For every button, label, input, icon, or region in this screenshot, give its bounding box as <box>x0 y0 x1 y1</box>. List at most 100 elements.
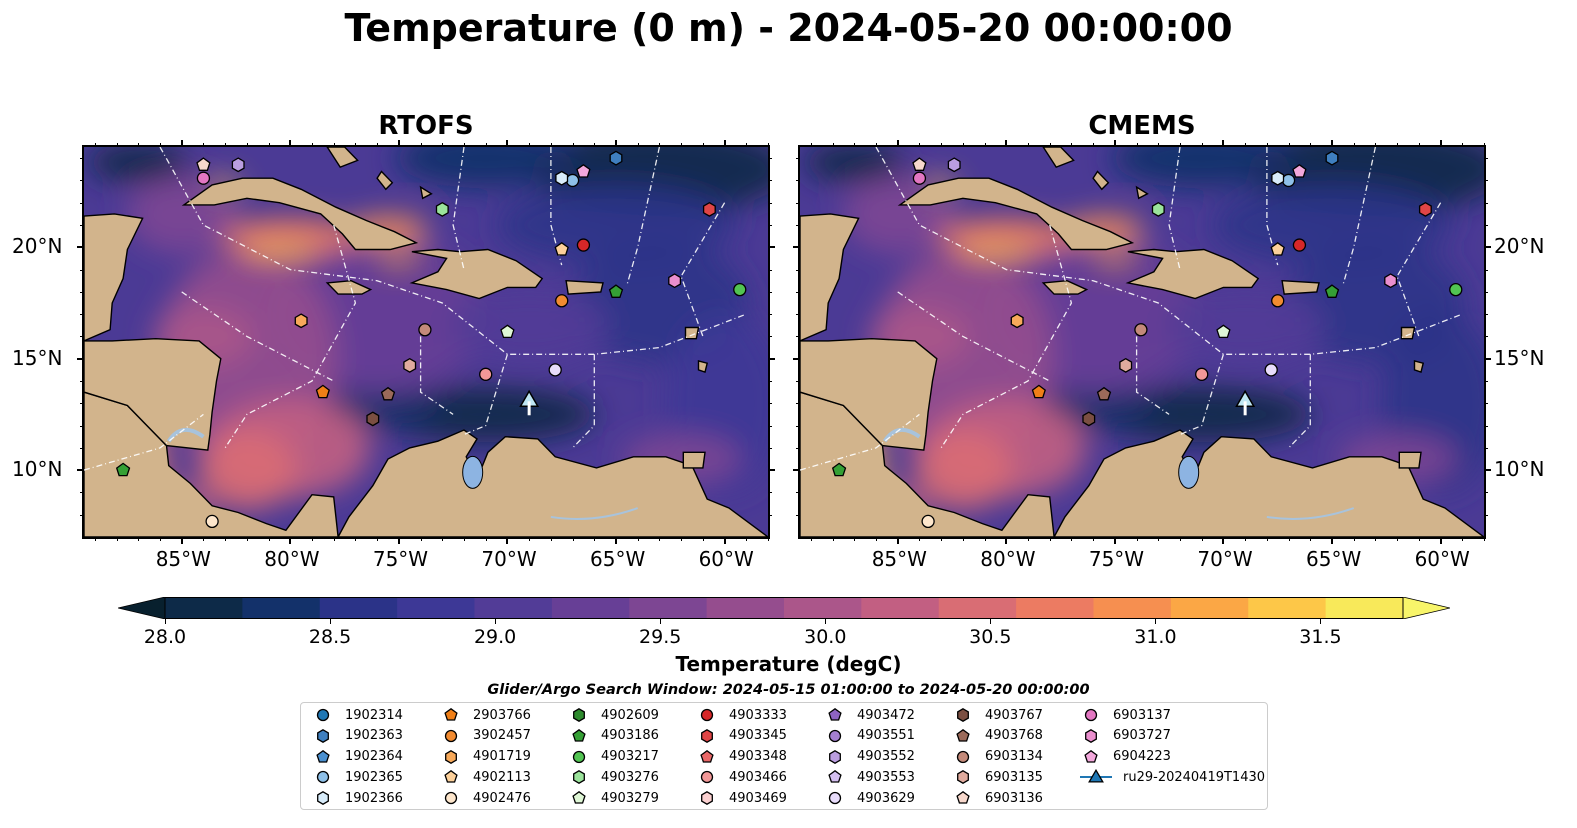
lon-minor-tick <box>962 143 964 147</box>
lat-tick <box>768 269 772 271</box>
land-bahamas-a <box>1042 147 1075 168</box>
lon-minor-tick <box>464 143 465 147</box>
lon-minor-tick <box>832 143 834 147</box>
lat-label: 15°N <box>12 345 63 370</box>
lon-minor-tick <box>637 537 639 541</box>
lat-tick <box>80 158 84 160</box>
lon-minor-tick <box>594 143 596 147</box>
legend-circle-icon <box>1084 708 1098 722</box>
legend-label: 1902363 <box>345 728 403 744</box>
lat-tick <box>80 403 84 405</box>
lon-minor-tick <box>1397 143 1399 147</box>
lon-minor-tick <box>1397 537 1399 541</box>
lat-tick <box>768 158 772 160</box>
float-6904223 <box>1292 163 1307 178</box>
lon-minor-tick <box>876 537 877 541</box>
legend-label: 4903551 <box>857 728 915 744</box>
lat-tick <box>768 469 775 472</box>
legend-label: 4903629 <box>857 790 915 806</box>
legend-label: 4903333 <box>729 707 787 723</box>
lon-minor-tick <box>1136 143 1138 147</box>
lat-tick <box>796 180 800 182</box>
float-1902366 <box>555 170 569 186</box>
legend-item: 4903345 <box>695 726 787 746</box>
land-puerto-rico <box>565 279 604 295</box>
colorbar-label: Temperature (degC) <box>675 652 902 676</box>
lon-minor-tick <box>984 143 986 147</box>
legend-label: 4903217 <box>601 749 659 765</box>
legend-item: 4903217 <box>567 747 659 767</box>
lon-minor-tick <box>1266 143 1268 147</box>
colorbar-segment <box>551 597 630 619</box>
legend-item: 4903469 <box>695 788 787 808</box>
lon-minor-tick <box>1245 537 1247 541</box>
lon-minor-tick <box>1158 143 1160 147</box>
lon-minor-tick <box>420 537 422 541</box>
temperature-colorbar <box>118 597 1450 619</box>
lat-tick <box>796 425 800 427</box>
legend-label: 4903768 <box>985 728 1043 744</box>
float-4901719 <box>294 313 308 329</box>
lat-tick <box>768 403 772 405</box>
lat-tick <box>796 314 800 316</box>
legend-item: 1902364 <box>311 747 403 767</box>
legend-label: 6903134 <box>985 749 1043 765</box>
legend-circle-icon <box>956 750 970 763</box>
colorbar-tick-label: 31.0 <box>1134 626 1177 648</box>
float-6903136 <box>912 157 927 171</box>
colorbar-segment <box>397 597 475 619</box>
colorbar-under-extension <box>118 597 166 619</box>
lat-tick <box>1484 357 1491 360</box>
lon-tick <box>289 537 292 544</box>
land-bahamas-c <box>1135 185 1149 200</box>
legend-item: 4903279 <box>567 788 659 808</box>
legend-item: 1902366 <box>311 788 403 808</box>
colorbar-segment <box>1016 597 1094 619</box>
float-4902476 <box>205 514 219 529</box>
float-4902476 <box>921 514 935 529</box>
land-bahamas-c <box>419 185 433 200</box>
colorbar-tick-label: 29.0 <box>473 626 517 648</box>
lon-minor-tick <box>1093 143 1095 147</box>
lon-minor-tick <box>1462 537 1464 541</box>
legend-item: 6904223 <box>1079 747 1171 767</box>
lon-minor-tick <box>1462 143 1464 147</box>
land-cuba <box>897 177 1135 251</box>
legend-label: 4902113 <box>473 769 531 785</box>
legend-label: 6903137 <box>1113 707 1171 723</box>
land-bahamas-b <box>376 170 394 191</box>
legend: 1902314 1902363 1902364 1902365 1902366 29037… <box>300 702 1268 810</box>
lat-tick <box>80 447 84 449</box>
lat-tick <box>77 469 84 472</box>
lat-tick <box>796 225 800 226</box>
lon-minor-tick <box>1180 537 1181 541</box>
legend-circle-icon <box>828 729 842 742</box>
legend-label: 4903552 <box>857 749 915 765</box>
float-4903466 <box>479 367 493 381</box>
legend-item: 4901719 <box>439 747 531 767</box>
lon-tick <box>615 537 617 544</box>
legend-label: 4903767 <box>985 707 1043 723</box>
float-4903768 <box>380 386 396 401</box>
lat-tick <box>80 225 84 226</box>
land-honduras <box>800 337 938 451</box>
lon-tick <box>289 140 292 147</box>
legend-item: ru29-20240419T1430 <box>1079 767 1265 787</box>
lat-tick <box>796 158 800 160</box>
float-6903727 <box>668 273 682 289</box>
lon-tick <box>896 140 899 147</box>
legend-circle-icon <box>700 708 714 722</box>
lon-minor-tick <box>746 537 748 541</box>
lon-minor-tick <box>594 537 596 541</box>
lon-minor-tick <box>312 537 313 541</box>
lat-tick <box>796 492 800 494</box>
legend-pentagon-icon <box>828 707 842 721</box>
lon-minor-tick <box>1028 143 1029 147</box>
lon-label: 70°W <box>481 547 537 571</box>
legend-hexagon-icon <box>573 708 585 722</box>
legend-item: 6903727 <box>1079 726 1171 746</box>
lat-tick <box>80 180 84 182</box>
lon-minor-tick <box>138 143 140 147</box>
legend-hexagon-icon <box>829 749 841 764</box>
lat-tick <box>768 336 772 338</box>
